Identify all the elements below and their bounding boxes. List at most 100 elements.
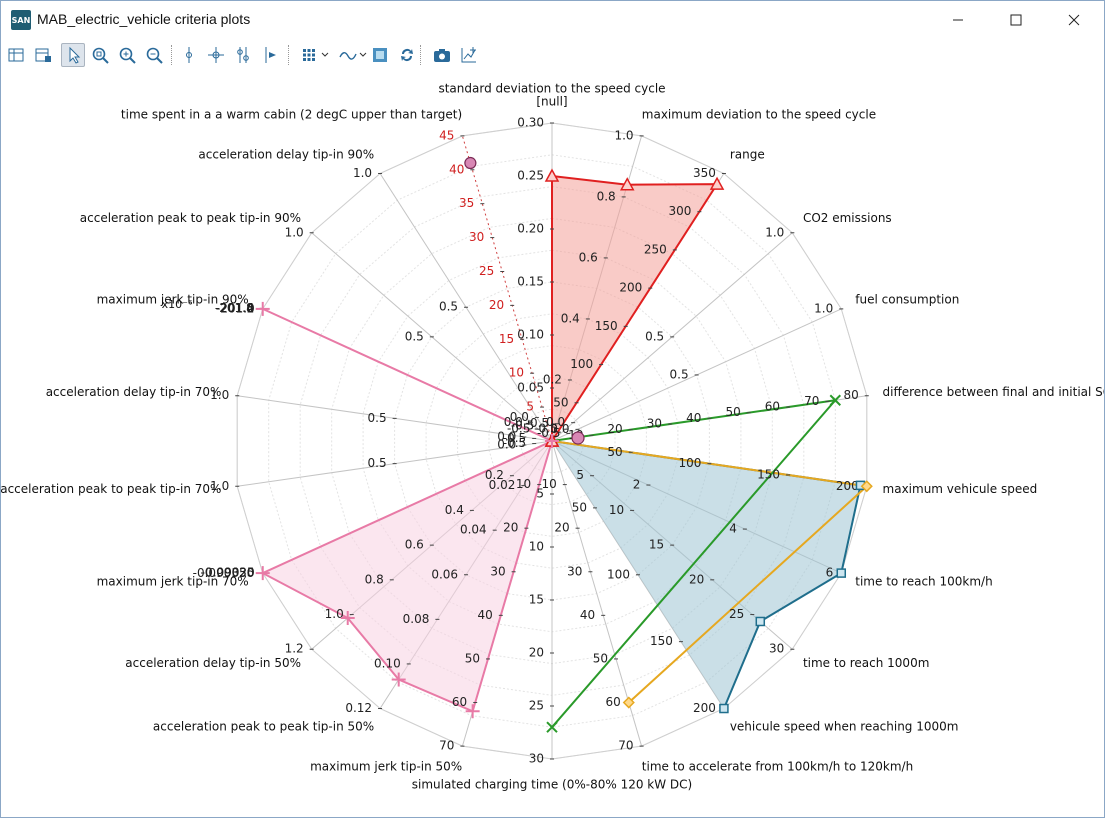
circle-marker <box>464 156 477 170</box>
axis-title: acceleration peak to peak tip-in 70% <box>1 482 221 496</box>
cross-marker <box>546 721 558 733</box>
zoom-in-button[interactable] <box>115 43 139 67</box>
axis-spoke <box>461 135 553 442</box>
tick-label: 10 <box>529 540 544 554</box>
tick-label: 0.10 <box>517 328 544 342</box>
tick-label: 0.8 <box>597 189 616 203</box>
tick-label: 25 <box>529 699 544 713</box>
grid-ring <box>457 345 647 537</box>
tick-label: 50 <box>553 395 568 409</box>
series-area <box>552 176 718 441</box>
tick-label: 0.04 <box>460 523 487 537</box>
close-button[interactable] <box>1045 1 1103 39</box>
tick-label: 0.05 <box>517 381 544 395</box>
tick-label: 35 <box>459 196 474 210</box>
tick-label: 1.0 <box>210 388 229 402</box>
table-view-icon <box>8 48 24 62</box>
tick-label: 60 <box>452 695 467 709</box>
tick-label: 5 <box>536 487 544 501</box>
tick-label: -0.090350 <box>193 566 255 580</box>
tick-label: 200 <box>836 479 859 493</box>
triangle-marker <box>544 168 560 182</box>
tick-label: 1.0 <box>353 166 372 180</box>
tick-label: 20 <box>607 422 622 436</box>
axis-title: range <box>730 147 765 161</box>
tick-label: 0.5 <box>670 367 689 381</box>
zoom-in-icon <box>119 47 136 64</box>
marker-icon <box>265 47 276 63</box>
tick-label: 0.12 <box>345 701 372 715</box>
screenshot-button[interactable] <box>430 43 454 67</box>
tick-label: -201.2 <box>216 301 255 315</box>
tick-label: 0.2 <box>485 468 504 482</box>
tick-label: 1.0 <box>325 607 344 621</box>
tick-label: 30 <box>490 564 505 578</box>
dual-cursor-button[interactable] <box>231 43 255 67</box>
title-bar[interactable]: SAN MAB_electric_vehicle criteria plots <box>1 1 1104 39</box>
tick-label: -201.6 <box>215 301 254 315</box>
tick-label: 10 <box>542 477 557 491</box>
zoom-fit-button[interactable] <box>88 43 112 67</box>
tick-label: -0.5 <box>537 426 560 440</box>
tick-label: 1.0 <box>814 301 833 315</box>
tick-label: 0.0 <box>504 415 523 429</box>
toolbar-separator <box>420 45 422 65</box>
maximize-button[interactable] <box>987 1 1045 39</box>
close-icon <box>1068 14 1080 26</box>
plot-toolbar <box>1 39 1104 71</box>
tick-label: -201.0 <box>216 301 255 315</box>
add-plot-icon <box>461 47 476 63</box>
axis-title: vehicule speed when reaching 1000m <box>730 720 959 734</box>
minimize-icon <box>953 19 963 21</box>
tick-label: 0.5 <box>439 300 458 314</box>
table-view-button[interactable] <box>4 43 28 67</box>
tick-label: 350 <box>693 166 716 180</box>
axis-title: time spent in a a warm cabin (2 degC upp… <box>121 107 462 121</box>
tick-label: 1.0 <box>285 225 304 239</box>
tick-label: -0.09020 <box>201 566 255 580</box>
pointer-select-button[interactable] <box>61 43 85 67</box>
tick-label: 30 <box>567 564 582 578</box>
tick-label: 1.0 <box>765 225 784 239</box>
tick-label: -201.4 <box>215 301 254 315</box>
tick-label: 5 <box>526 400 534 414</box>
curve-style-button[interactable] <box>337 43 369 67</box>
grid-layout-button[interactable] <box>299 43 331 67</box>
series-line <box>260 307 555 713</box>
tick-label: 0.0 <box>546 415 565 429</box>
axis-title: difference between final and initial SOC <box>883 385 1104 399</box>
crosshair-button[interactable] <box>204 43 228 67</box>
triangle-marker <box>619 177 635 191</box>
tick-label: -0.5 <box>503 431 526 445</box>
color-fill-button[interactable] <box>368 43 392 67</box>
tick-label: 70 <box>804 394 819 408</box>
axis-null-label: [null] <box>536 95 567 109</box>
chevron-down-icon <box>321 52 329 57</box>
axis-title: fuel consumption <box>855 292 959 306</box>
axis-title: time to accelerate from 100km/h to 120km… <box>642 760 913 774</box>
axis-title: maximum vehicule speed <box>883 482 1038 496</box>
tick-label: 2 <box>633 478 641 492</box>
tick-label: 150 <box>650 634 673 648</box>
axis-title: time to reach 100km/h <box>855 575 992 589</box>
tick-label: 30 <box>647 417 662 431</box>
tick-label: 4 <box>729 522 737 536</box>
zoom-out-button[interactable] <box>142 43 166 67</box>
tick-label: 15 <box>649 538 664 552</box>
axis-title: time to reach 1000m <box>803 656 929 670</box>
tick-label: 0.02 <box>489 478 516 492</box>
radar-chart: 0.050.100.150.200.250.30-0.50.20.40.60.8… <box>0 82 1105 792</box>
table-edit-button[interactable] <box>31 43 55 67</box>
tick-label: 0.0 <box>550 422 569 436</box>
cursor-vertical-button[interactable] <box>177 43 201 67</box>
tick-label: 0.5 <box>368 411 387 425</box>
marker-button[interactable] <box>258 43 282 67</box>
toolbar-separator <box>171 45 173 65</box>
tick-label: 150 <box>595 319 618 333</box>
grid-layout-icon <box>303 49 315 61</box>
tick-label: 0.20 <box>517 222 544 236</box>
minimize-button[interactable] <box>929 1 987 39</box>
refresh-button[interactable] <box>395 43 419 67</box>
radar-plot-area[interactable]: 0.05 0.10 0.15 0.20 0.25 0.30 -0.5 0.2 0.4 0.6 0.8… <box>0 71 1105 817</box>
add-plot-button[interactable] <box>457 43 481 67</box>
